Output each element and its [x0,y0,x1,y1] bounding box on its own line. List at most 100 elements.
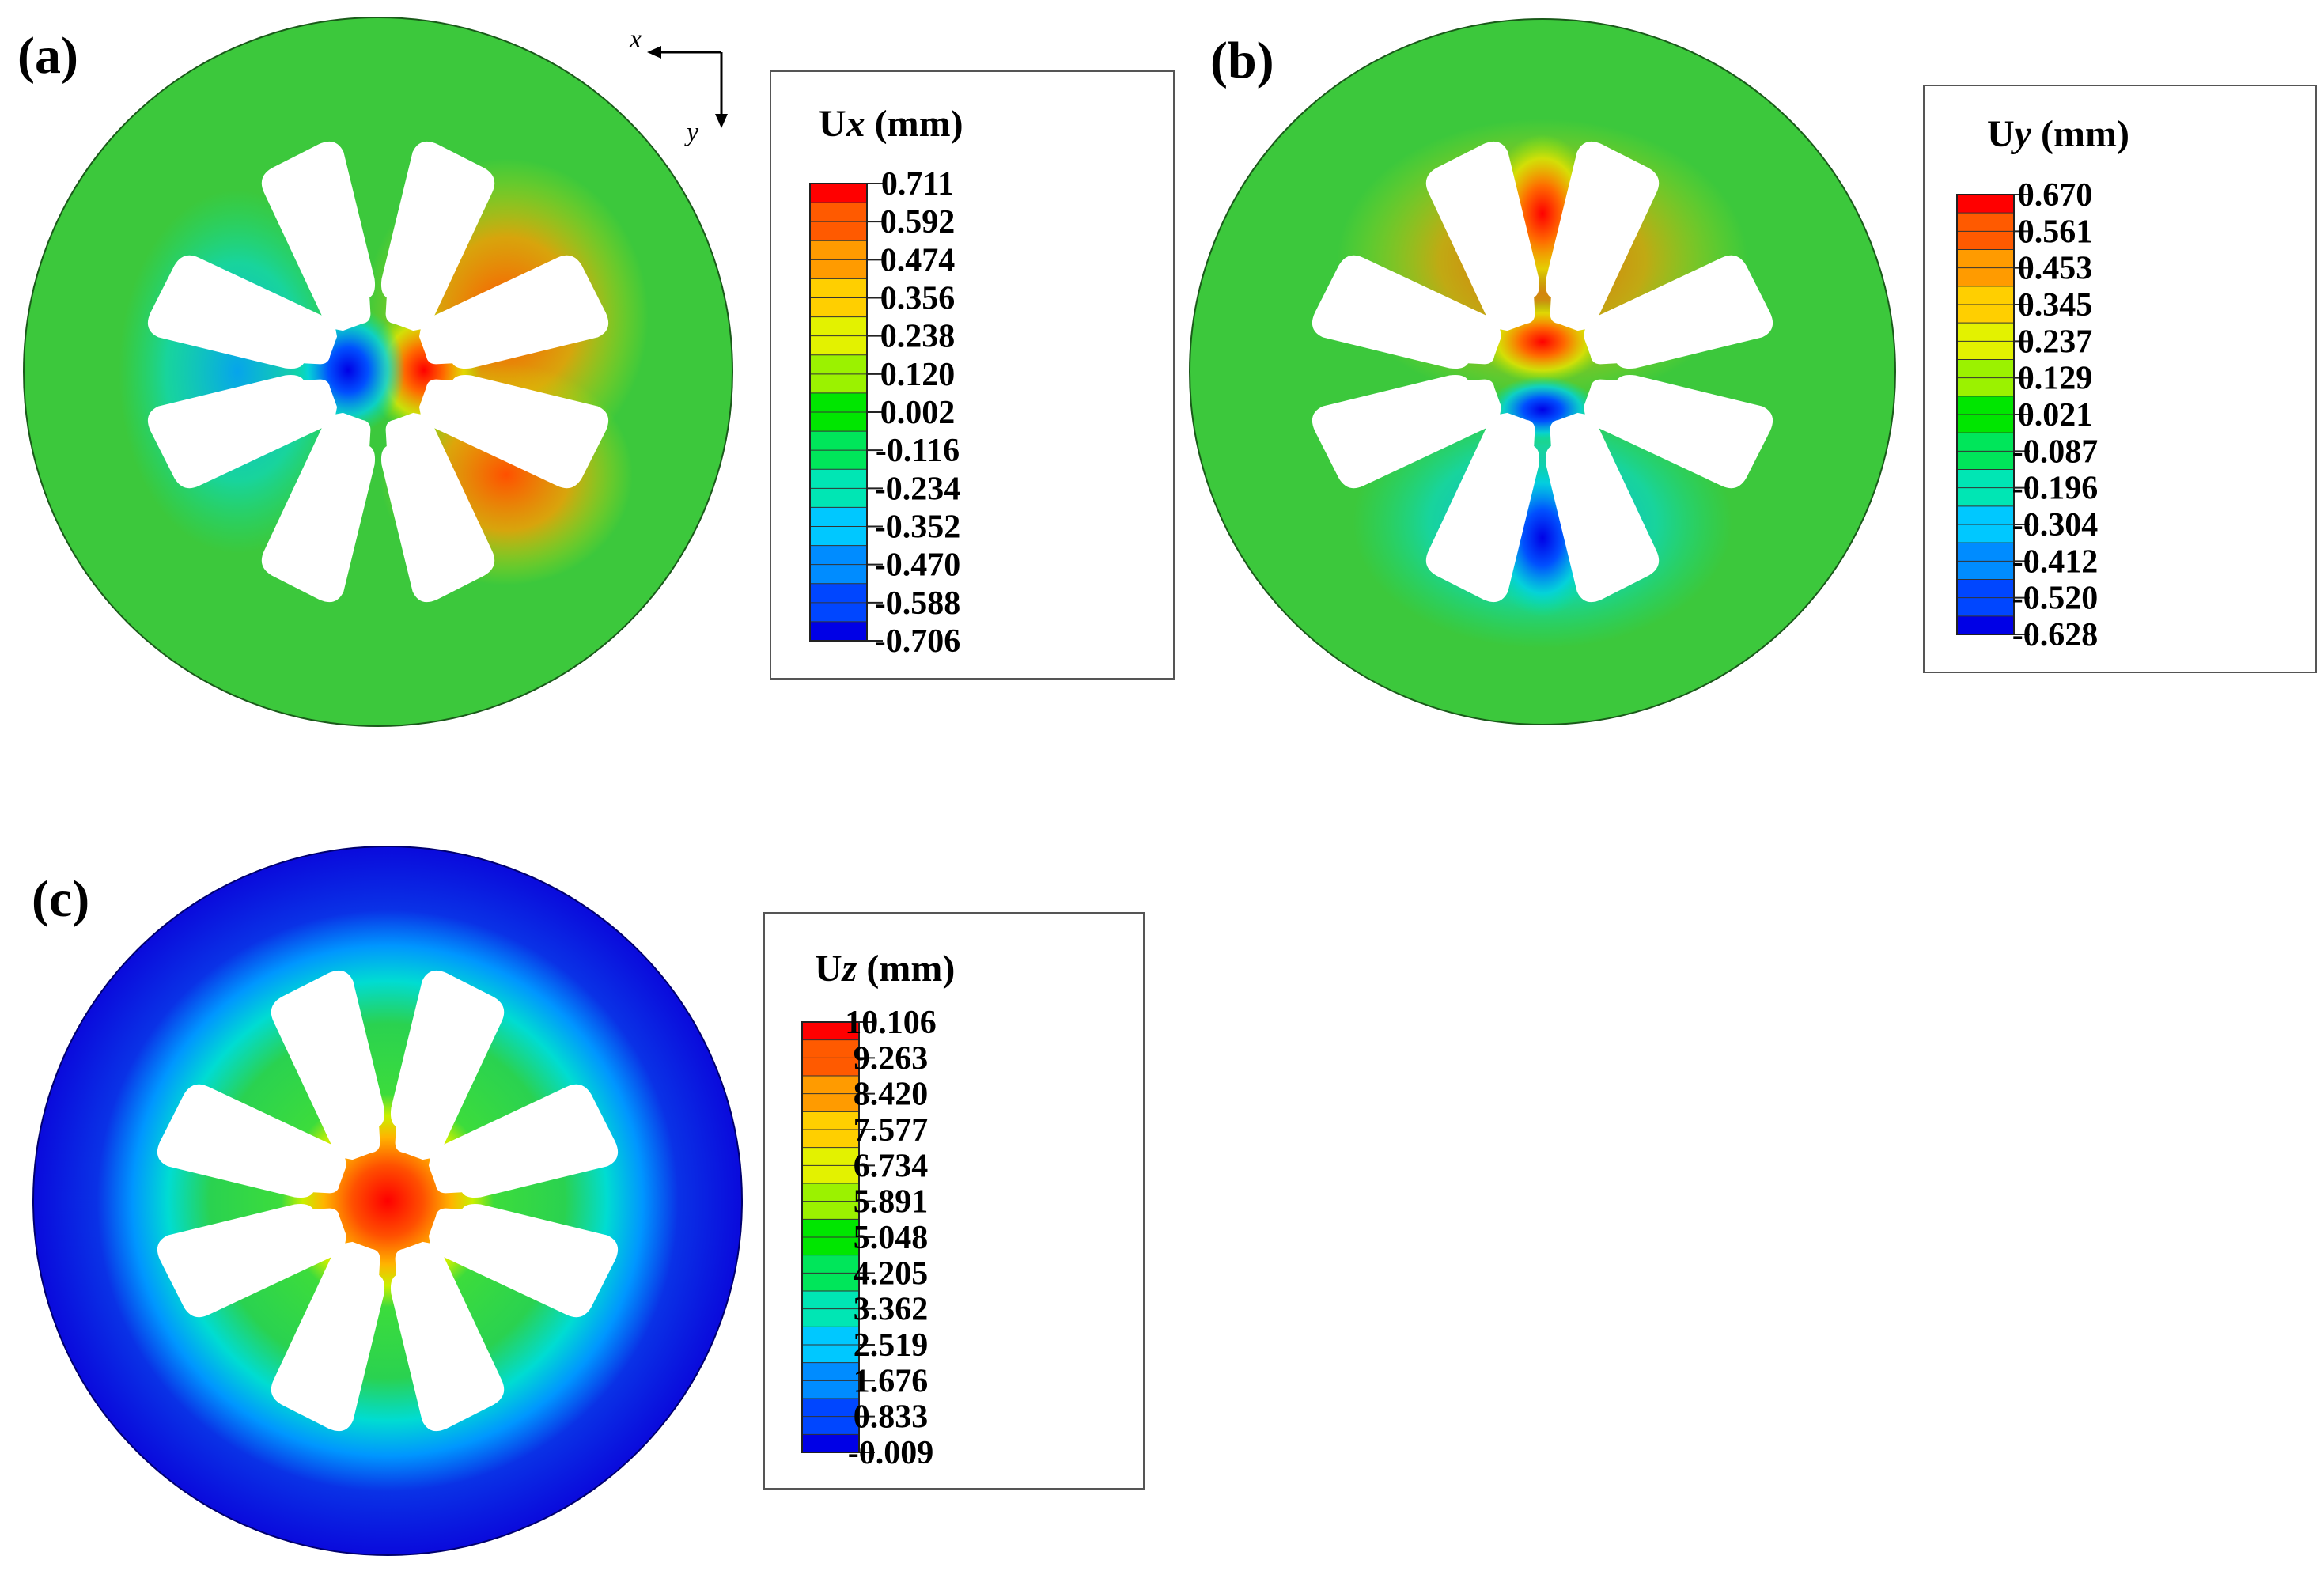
legend-value: -0.706 [875,623,961,660]
colorbar-band [802,1219,859,1238]
colorbar-band [802,1291,859,1310]
colorbar-band [1957,305,2014,324]
disk-ux [23,17,733,727]
legend-colorbar [801,1021,860,1453]
colorbar-band [810,316,867,337]
colorbar-band [810,507,867,527]
colorbar-band [1957,451,2014,470]
colorbar-band [1957,469,2014,489]
colorbar-band [802,1434,859,1453]
legend-value: 0.561 [2018,214,2093,250]
colorbar-band [810,526,867,547]
legend-value: -0.412 [2012,543,2099,580]
colorbar-band [810,278,867,298]
legend-value: -0.234 [875,471,961,507]
legend-title: Uz (mm) [815,948,955,990]
colorbar-band [802,1165,859,1184]
legend-value: 0.592 [880,204,956,240]
colorbar-band [1957,615,2014,635]
legend-title: Uy (mm) [1987,113,2129,155]
legend-value: 0.833 [854,1399,929,1436]
legend-value: -0.520 [2012,581,2099,617]
legend-value: 0.345 [2018,287,2093,324]
panel-label: (b) [1210,32,1274,89]
colorbar-band [802,1183,859,1202]
colorbar-band [1957,341,2014,360]
colorbar-band [810,564,867,585]
colorbar-band [810,184,867,203]
legend-value: -0.588 [875,585,961,622]
legend-value: 2.519 [854,1327,929,1364]
colorbar-band [1957,415,2014,433]
colorbar-band [802,1380,859,1399]
colorbar-band [1957,561,2014,580]
legend-value: 10.106 [845,1005,937,1041]
colorbar-band [802,1039,859,1058]
colorbar-band [802,1201,859,1220]
colorbar-band [802,1093,859,1112]
colorbar-band [1957,213,2014,232]
legend-value: -0.352 [875,509,961,546]
colorbar-band [1957,377,2014,397]
disk-uy [1189,18,1896,725]
legend-value: -0.009 [848,1435,934,1471]
colorbar-band [1957,323,2014,342]
legend-value: -0.087 [2012,433,2099,470]
colorbar-band [1957,249,2014,269]
legend-value: -0.304 [2012,507,2099,543]
legend-value: 0.356 [880,281,956,317]
colorbar-band [802,1237,859,1256]
legend-colorbar [1956,194,2015,635]
legend-value: 7.577 [854,1112,929,1149]
colorbar-band [802,1327,859,1346]
colorbar-band [802,1273,859,1292]
legend-value: 0.238 [880,319,956,355]
colorbar-band [810,469,867,489]
colorbar-band [1957,286,2014,305]
colorbar-band [810,412,867,432]
colorbar-band [810,392,867,413]
colorbar-band [1957,433,2014,452]
colorbar-band [810,354,867,375]
colorbar-band [1957,524,2014,543]
legend-value: 0.711 [881,166,954,203]
colorbar-band [802,1022,859,1041]
legend-ux: Ux (mm) 0.7110.5920.4740.3560.2380.1200.… [770,70,1175,680]
colorbar-band [1957,267,2014,287]
legend-title: Ux (mm) [819,103,963,145]
legend-values: 0.7110.5920.4740.3560.2380.1200.002-0.11… [867,166,960,660]
colorbar-band [810,373,867,394]
colorbar-band [810,621,867,642]
colorbar-band [810,488,867,508]
colorbar-band [802,1076,859,1095]
colorbar-band [810,545,867,566]
legend-values: 10.1069.2638.4207.5776.7345.8915.0484.20… [845,1005,937,1471]
axis-x-label: x [629,25,642,54]
legend-value: 5.048 [854,1220,929,1256]
colorbar-band [802,1399,859,1418]
colorbar-band [810,203,867,222]
legend-value: 6.734 [854,1148,929,1184]
legend-value: -0.196 [2012,471,2099,507]
legend-uy: Uy (mm) 0.6700.5610.4530.3450.2370.1290.… [1923,85,2317,673]
colorbar-band [1957,231,2014,250]
colorbar-band [802,1058,859,1077]
colorbar-band [1957,579,2014,599]
colorbar-band [802,1362,859,1381]
legend-value: 5.891 [854,1184,929,1221]
legend-value: 1.676 [854,1363,929,1399]
colorbar-band [810,583,867,604]
colorbar-band [810,297,867,318]
legend-uz: Uz (mm) 10.1069.2638.4207.5776.7345.8915… [763,912,1145,1490]
colorbar-band [802,1130,859,1149]
colorbar-band [1957,505,2014,525]
legend-value: 8.420 [854,1077,929,1113]
legend-value: 0.474 [880,242,956,278]
colorbar-band [810,240,867,260]
legend-colorbar [809,183,868,642]
disk-uz [32,846,743,1556]
colorbar-band [802,1416,859,1435]
legend-value: 0.120 [880,357,956,393]
